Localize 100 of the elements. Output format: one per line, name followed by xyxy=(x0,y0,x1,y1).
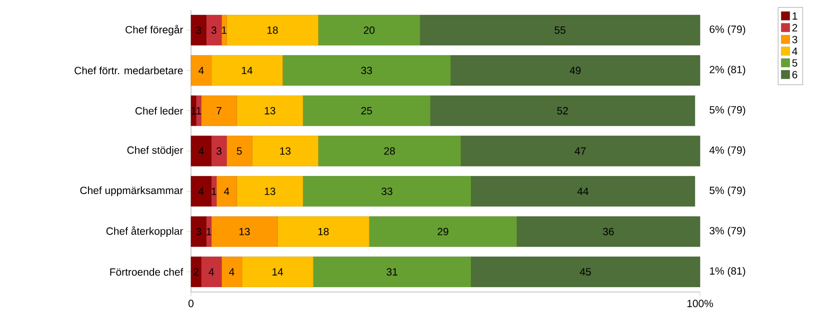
data-label: 13 xyxy=(239,228,250,236)
bar xyxy=(190,256,202,288)
y-tick-label: Chef förtr. medarbetare xyxy=(74,66,183,74)
data-label: 2 xyxy=(194,268,198,276)
legend-label: 1 xyxy=(792,12,798,20)
y-tick-label: Förtroende chef xyxy=(110,268,184,276)
data-label: 20 xyxy=(364,26,375,34)
data-label: 13 xyxy=(264,107,276,114)
bar xyxy=(318,14,420,46)
y-tick-label: Chef uppmärksammar xyxy=(80,186,184,196)
bar xyxy=(221,256,242,288)
y-tick-label: Chef stödjer xyxy=(127,146,184,156)
legend-label: 6 xyxy=(792,70,798,78)
data-label: 44 xyxy=(577,188,588,195)
bar xyxy=(216,176,237,207)
x-tick-label: 100% xyxy=(687,300,713,308)
data-label: 47 xyxy=(574,147,586,155)
bar xyxy=(318,136,461,166)
bar xyxy=(236,176,304,207)
data-label: 29 xyxy=(438,228,448,236)
bar xyxy=(221,14,227,46)
data-label: 28 xyxy=(384,147,395,155)
x-tick-label: 0 xyxy=(188,300,194,308)
bar xyxy=(277,216,370,247)
bar xyxy=(226,14,318,46)
data-label: 18 xyxy=(318,228,329,236)
bar xyxy=(252,136,318,166)
bar xyxy=(282,55,451,86)
data-label: 45 xyxy=(580,268,591,276)
data-label: 13 xyxy=(264,188,276,195)
data-label: 52 xyxy=(557,107,568,114)
bar xyxy=(211,55,283,86)
bar xyxy=(190,55,212,86)
data-label: 4 xyxy=(198,66,204,74)
bar xyxy=(206,14,222,46)
data-label: 3 xyxy=(196,228,202,236)
data-label: 14 xyxy=(242,66,252,74)
data-label: 31 xyxy=(386,268,398,276)
bar xyxy=(460,136,700,166)
data-label: 25 xyxy=(361,107,372,114)
data-label: 1 xyxy=(212,188,216,195)
data-label: 33 xyxy=(382,188,392,195)
bar xyxy=(516,216,700,247)
data-label: 33 xyxy=(361,66,372,74)
data-label: 55 xyxy=(554,26,566,34)
data-label: 36 xyxy=(602,228,614,236)
data-label: 4 xyxy=(229,268,234,276)
data-label: 4 xyxy=(198,188,204,195)
data-label: 18 xyxy=(267,26,278,34)
data-label: 4 xyxy=(198,147,204,155)
bar xyxy=(236,95,304,126)
data-label: 3 xyxy=(216,147,222,155)
bar xyxy=(190,136,212,166)
data-label: 4 xyxy=(208,268,214,276)
data-label: 13 xyxy=(280,147,291,155)
legend-label: 3 xyxy=(792,36,798,44)
y-tick-label: Chef återkopplar xyxy=(106,226,184,237)
bar xyxy=(470,256,700,288)
text: 1% (81) xyxy=(710,266,746,277)
bar xyxy=(430,95,696,126)
text: 3% (79) xyxy=(710,226,746,236)
data-label: 1 xyxy=(191,107,196,114)
text: 5% (79) xyxy=(710,186,746,196)
text: 6% (79) xyxy=(710,25,746,36)
data-label: 1 xyxy=(196,107,202,114)
bar xyxy=(242,256,314,288)
text: 5% (79) xyxy=(710,106,746,116)
data-label: 4 xyxy=(224,188,230,195)
text: 2% (81) xyxy=(710,66,746,76)
data-label: 3 xyxy=(196,26,202,34)
bar xyxy=(211,136,227,166)
bar xyxy=(302,95,430,126)
bar xyxy=(190,14,206,46)
data-label: 5 xyxy=(236,147,242,155)
legend-label: 2 xyxy=(792,24,798,32)
text: 4% (79) xyxy=(709,146,746,156)
bar xyxy=(190,216,206,247)
data-label: 7 xyxy=(216,107,222,114)
bar xyxy=(201,256,222,288)
bar xyxy=(450,55,700,86)
bar xyxy=(420,14,700,46)
bar xyxy=(313,256,472,288)
bar xyxy=(211,176,217,207)
data-label: 3 xyxy=(211,26,216,34)
data-label: 49 xyxy=(570,66,581,74)
bar xyxy=(302,176,472,207)
bar xyxy=(470,176,696,207)
data-label: 1 xyxy=(206,228,212,236)
legend-label: 4 xyxy=(792,48,798,55)
y-tick-label: Chef föregår xyxy=(126,24,184,36)
bar xyxy=(211,216,278,247)
bar xyxy=(201,95,237,126)
bar xyxy=(190,95,196,126)
bar xyxy=(226,136,252,166)
bar xyxy=(369,216,517,247)
data-label: 14 xyxy=(272,268,284,276)
bar xyxy=(190,176,212,207)
y-tick-label: Chef leder xyxy=(135,106,184,115)
data-label: 1 xyxy=(222,26,226,34)
legend-label: 5 xyxy=(792,59,798,67)
